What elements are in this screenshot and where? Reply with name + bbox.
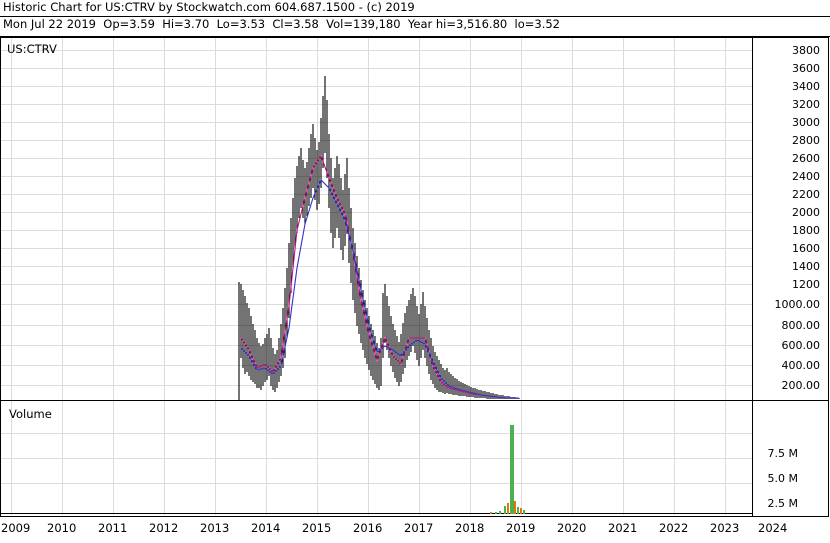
price-tick-2200: 2200: [792, 188, 820, 201]
x-tick-2015: 2015: [302, 521, 332, 535]
x-tick-2010: 2010: [47, 521, 77, 535]
x-tick-2013: 2013: [200, 521, 230, 535]
price-tick-600: 600.00: [781, 339, 821, 352]
x-tick-2023: 2023: [710, 521, 740, 535]
x-tick-2017: 2017: [404, 521, 434, 535]
price-tick-3800: 3800: [792, 44, 820, 57]
volume-bars: [490, 425, 525, 514]
x-tick-2021: 2021: [608, 521, 638, 535]
x-tick-2009: 2009: [1, 521, 31, 535]
price-tick-3200: 3200: [792, 98, 820, 111]
volume-tick-2-5m: 2.5 M: [767, 497, 798, 510]
volume-scale-separator: [752, 401, 753, 516]
x-tick-2018: 2018: [455, 521, 485, 535]
header-divider-1: [0, 16, 830, 17]
price-tick-800: 800.00: [781, 319, 821, 332]
price-tick-1400: 1400: [792, 260, 820, 273]
header-title-line: Historic Chart for US:CTRV by Stockwatch…: [3, 0, 415, 14]
x-tick-2019: 2019: [506, 521, 536, 535]
x-tick-2024: 2024: [758, 521, 788, 535]
price-tick-1200: 1200: [792, 278, 820, 291]
price-tick-2800: 2800: [792, 134, 820, 147]
price-tick-2400: 2400: [792, 170, 820, 183]
volume-tick-5-0m: 5.0 M: [767, 472, 798, 485]
price-tick-3600: 3600: [792, 62, 820, 75]
price-scale-separator: [752, 38, 753, 400]
volume-tick-7-5m: 7.5 M: [767, 447, 798, 460]
header-divider-2: [0, 36, 830, 37]
price-tick-1600: 1600: [792, 242, 820, 255]
volume-plot: [1, 401, 753, 515]
x-tick-2011: 2011: [98, 521, 128, 535]
x-tick-2014: 2014: [251, 521, 281, 535]
price-tick-1800: 1800: [792, 224, 820, 237]
x-tick-2022: 2022: [659, 521, 689, 535]
x-tick-2012: 2012: [149, 521, 179, 535]
price-tick-200: 200.00: [781, 379, 821, 392]
price-bars: [238, 76, 520, 400]
x-tick-2020: 2020: [557, 521, 587, 535]
ma-slow-line: [240, 179, 519, 399]
header-quote-line: Mon Jul 22 2019 Op=3.59 Hi=3.70 Lo=3.53 …: [3, 17, 560, 31]
volume-panel-label: Volume: [9, 407, 52, 421]
price-tick-2600: 2600: [792, 152, 820, 165]
price-tick-400: 400.00: [781, 359, 821, 372]
price-plot: [1, 38, 753, 400]
chart-header: Historic Chart for US:CTRV by Stockwatch…: [0, 0, 830, 37]
price-panel-ticker: US:CTRV: [7, 42, 57, 56]
x-axis: 2009 2010 2011 2012 2013 2014 2015 2016 …: [0, 517, 829, 542]
price-panel: US:CTRV: [0, 37, 829, 401]
price-tick-3000: 3000: [792, 116, 820, 129]
price-tick-2000: 2000: [792, 206, 820, 219]
price-tick-1000: 1000.00: [774, 298, 821, 311]
volume-panel: Volume: [0, 401, 829, 517]
price-tick-3400: 3400: [792, 80, 820, 93]
x-tick-2016: 2016: [353, 521, 383, 535]
